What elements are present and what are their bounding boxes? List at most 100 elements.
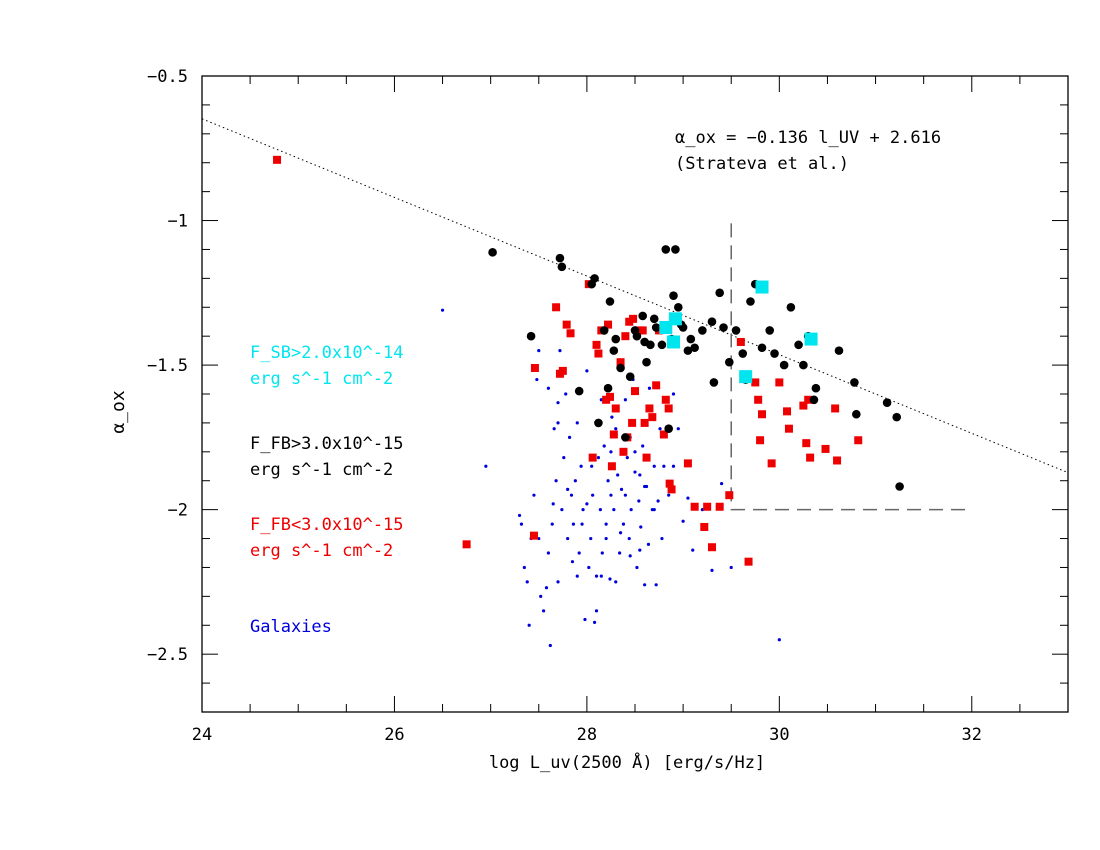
faint-source-point [628, 418, 637, 427]
soft-band-point [804, 332, 818, 346]
bright-source-point [603, 383, 613, 393]
galaxy-point [652, 508, 656, 512]
galaxy-point [550, 522, 554, 526]
galaxy-point [662, 464, 666, 468]
bright-source-point [674, 302, 683, 312]
faint-source-point [629, 314, 638, 323]
relation-label: α_ox = −0.136 l_UV + 2.616 [675, 128, 941, 148]
bright-source-point [661, 245, 671, 254]
strateva-relation [201, 118, 1069, 474]
galaxy-point [571, 522, 576, 526]
faint-source-point [607, 462, 616, 471]
legend-cyan-line2: erg s^-1 cm^-2 [250, 369, 393, 389]
galaxy-point [681, 519, 685, 523]
galaxy-point [585, 369, 589, 373]
bright-source-point [649, 314, 659, 324]
x-tick-label: 28 [577, 725, 597, 745]
galaxy-point [671, 464, 676, 468]
bright-source-point [724, 357, 734, 367]
faint-source-point [665, 479, 674, 488]
galaxy-point [609, 493, 613, 497]
legend-galaxies: Galaxies [250, 617, 332, 637]
galaxy-point [616, 473, 620, 477]
bright-source-point [850, 378, 859, 387]
galaxy-point [628, 554, 632, 558]
bright-source-point [646, 340, 655, 350]
bright-source-point [599, 326, 609, 335]
galaxy-point [606, 479, 610, 483]
galaxy-point [633, 450, 637, 454]
galaxy-point [635, 565, 639, 570]
galaxy-point [602, 444, 606, 448]
galaxy-point [710, 568, 714, 572]
bright-source-point [834, 346, 844, 355]
faint-source-point [566, 329, 575, 338]
bright-source-point [611, 334, 621, 344]
faint-source-point [767, 459, 776, 468]
galaxy-point [590, 464, 594, 468]
bright-source-point [594, 418, 603, 428]
bright-source-point [746, 297, 755, 306]
x-axis-label: log L_uv(2500 Å) [erg/s/Hz] [489, 751, 765, 773]
bright-source-point [809, 395, 819, 405]
galaxy-point [633, 470, 637, 474]
x-axis-ticks: 24 26 28 30 32 [192, 76, 1069, 745]
faint-source-point [659, 430, 668, 439]
faint-source-point [804, 395, 813, 404]
x-tick-label: 30 [769, 725, 789, 745]
galaxy-point [619, 487, 624, 491]
galaxy-point [777, 638, 781, 642]
bright-source-point [683, 346, 693, 355]
galaxy-point [519, 522, 524, 526]
faint-source-point [604, 320, 613, 329]
galaxy-point [591, 493, 595, 497]
galaxy-point [541, 609, 546, 613]
faint-source-point [799, 401, 808, 410]
galaxy-point [618, 531, 623, 535]
bright-source-point [625, 372, 635, 381]
bright-source-point [715, 288, 724, 298]
faint-source-point [667, 485, 676, 494]
selection-boundary [730, 223, 972, 511]
bright-source-point [765, 326, 775, 335]
faint-source-point [642, 453, 651, 462]
galaxy-point [599, 574, 603, 578]
galaxy-point [667, 493, 671, 497]
galaxy-point [610, 415, 614, 419]
galaxy-point [641, 444, 645, 448]
faint-source-point [529, 531, 538, 540]
galaxy-point [629, 508, 633, 512]
galaxy-point [612, 508, 616, 512]
galaxy-point [580, 522, 584, 526]
galaxy-point [564, 392, 568, 396]
soft-band-point [755, 280, 769, 294]
galaxy-point [656, 499, 660, 503]
galaxy-point [575, 574, 579, 578]
galaxy-point [599, 398, 603, 402]
galaxy-point [614, 427, 618, 431]
bright-source-point [686, 334, 696, 344]
faint-source-point [683, 459, 692, 468]
y-tick-label: −1 [168, 212, 188, 232]
faint-source-point [783, 407, 792, 416]
galaxy-point [691, 548, 695, 552]
galaxy-point [596, 456, 601, 460]
bright-source-point [892, 412, 902, 422]
bright-source-point [799, 360, 808, 370]
galaxy-point [623, 493, 627, 497]
bright-source-point [707, 317, 717, 327]
galaxy-point [643, 484, 647, 489]
faint-source-point [700, 522, 709, 531]
x-tick-label: 32 [962, 725, 982, 745]
legend-red-line1: F_FB<3.0x10^-15 [250, 515, 404, 535]
galaxy-point [560, 508, 564, 512]
faint-source-point [751, 378, 760, 387]
faint-source-point [756, 436, 765, 445]
galaxy-point [625, 456, 629, 460]
galaxy-point [546, 386, 551, 390]
legend-cyan-line1: F_SB>2.0x10^-14 [250, 343, 404, 363]
bright-source-point [738, 349, 748, 358]
galaxy-point [637, 499, 641, 503]
bright-source-point [669, 291, 678, 301]
